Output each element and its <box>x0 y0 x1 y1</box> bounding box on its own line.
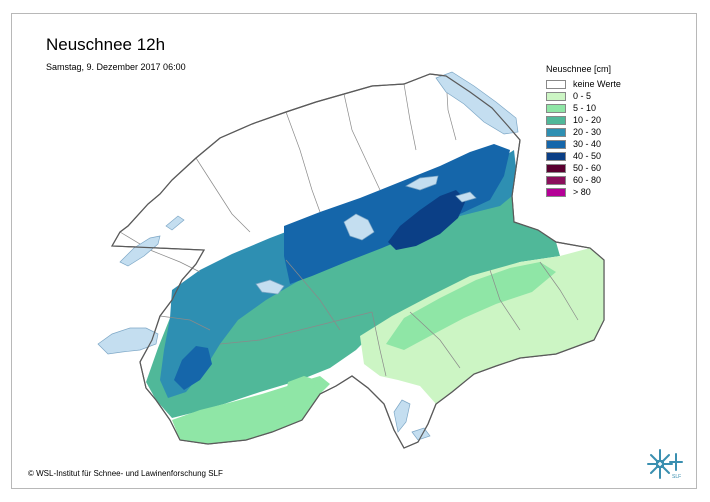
legend-swatch <box>546 152 566 161</box>
zone-0-5-east <box>360 248 604 404</box>
map-subtitle: Samstag, 9. Dezember 2017 06:00 <box>46 62 186 72</box>
map-title: Neuschnee 12h <box>46 35 166 54</box>
legend-label: 20 - 30 <box>573 127 602 137</box>
legend-label: 10 - 20 <box>573 115 602 125</box>
zone-40-50 <box>388 190 466 250</box>
zone-30-40 <box>284 144 510 284</box>
zone-5-10-south <box>284 376 316 418</box>
legend-label: 0 - 5 <box>573 91 592 101</box>
slf-snowflake-logo-icon <box>647 449 683 479</box>
legend-label: 5 - 10 <box>573 103 597 113</box>
zone-10-20 <box>146 180 560 418</box>
legend-label: 40 - 50 <box>573 151 602 161</box>
legend-swatch <box>546 188 566 197</box>
legend-label: 50 - 60 <box>573 163 602 173</box>
legend-swatch <box>546 104 566 113</box>
legend-label: keine Werte <box>573 79 621 89</box>
zone-30-40-west <box>174 346 212 390</box>
lake-biel <box>165 215 185 231</box>
legend-swatch <box>546 128 566 137</box>
lake-zurich <box>405 175 439 191</box>
lake-geneva <box>97 327 159 355</box>
legend-swatch <box>546 116 566 125</box>
lake-thun <box>255 279 285 295</box>
slf-logo-text: SLF <box>672 474 682 480</box>
legend-label: > 80 <box>573 187 591 197</box>
canton-borders <box>119 75 579 377</box>
legend-swatch <box>546 80 566 89</box>
lakes <box>97 71 519 441</box>
legend-swatch <box>546 140 566 149</box>
lake-constance <box>435 71 519 135</box>
lake-walensee <box>455 191 477 203</box>
country-border <box>110 73 605 449</box>
lake-lugano <box>411 427 431 441</box>
legend-label: 60 - 80 <box>573 175 602 185</box>
lake-maggiore <box>393 399 411 433</box>
legend-label: 30 - 40 <box>573 139 602 149</box>
zone-5-10-east <box>386 262 556 350</box>
legend-swatch <box>546 176 566 185</box>
lake-neuchatel <box>119 235 161 267</box>
copyright-text: © WSL-Institut für Schnee- und Lawinenfo… <box>28 469 223 478</box>
legend-title: Neuschnee [cm] <box>546 64 612 74</box>
legend-swatch <box>546 164 566 173</box>
legend-swatch <box>546 92 566 101</box>
lake-lucerne <box>343 213 375 241</box>
